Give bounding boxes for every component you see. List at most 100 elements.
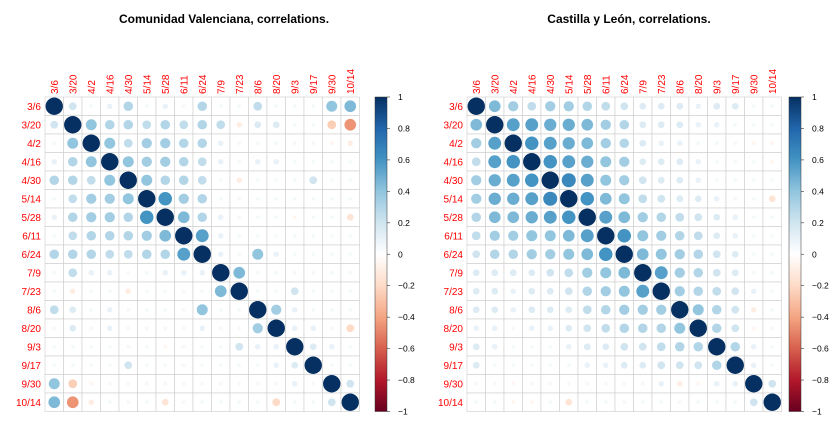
correlation-circle — [582, 286, 593, 297]
correlation-circle — [525, 136, 539, 150]
correlation-circle — [67, 137, 79, 149]
correlation-circle — [255, 196, 260, 201]
y-tick-label: 8/6 — [449, 305, 463, 316]
correlation-circle — [770, 215, 775, 220]
correlation-circle — [548, 381, 553, 386]
correlation-circle — [474, 381, 479, 386]
correlation-circle — [249, 301, 267, 319]
correlation-circle — [693, 249, 704, 260]
correlation-circle — [255, 159, 261, 165]
correlation-circle — [255, 270, 260, 275]
correlation-circle — [144, 270, 149, 275]
correlation-circle — [603, 362, 609, 368]
correlation-circle — [527, 101, 537, 111]
y-tick-label: 3/20 — [22, 120, 42, 131]
correlation-circle — [545, 249, 556, 260]
correlation-circle — [163, 344, 168, 349]
correlation-circle — [492, 381, 497, 386]
correlation-circle — [731, 102, 739, 110]
y-tick-label: 6/24 — [22, 250, 42, 261]
correlation-circle — [492, 400, 497, 405]
correlation-circle — [471, 157, 481, 167]
correlation-circle — [509, 269, 517, 277]
x-tick-label: 4/30 — [546, 74, 557, 94]
correlation-circle — [291, 361, 299, 369]
correlation-circle — [511, 400, 516, 405]
correlation-circle — [67, 212, 78, 223]
correlation-circle — [273, 251, 279, 257]
correlation-circle — [85, 156, 97, 168]
correlation-circle — [274, 270, 279, 275]
correlation-circle — [107, 381, 112, 386]
correlation-circle — [311, 122, 316, 127]
correlation-circle — [562, 210, 576, 224]
correlation-circle — [489, 230, 500, 241]
correlation-circle — [89, 307, 94, 312]
correlation-circle — [581, 137, 594, 150]
correlation-circle — [346, 213, 354, 221]
correlation-circle — [525, 192, 539, 206]
correlation-circle — [88, 399, 94, 405]
correlation-circle — [581, 118, 594, 131]
correlation-circle — [163, 363, 168, 368]
correlation-circle — [695, 103, 701, 109]
correlation-circle — [507, 211, 520, 224]
correlation-circle — [107, 289, 112, 294]
x-tick-label: 4/2 — [87, 80, 98, 94]
correlation-circle — [508, 230, 519, 241]
correlation-circle — [637, 230, 649, 242]
correlation-circle — [474, 400, 479, 405]
colorbar: 1 0.8 0.6 0.4 0.2 0 −0.2 −0.4 −0.6 −0.8 −1 — [788, 92, 829, 417]
correlation-circle — [543, 210, 557, 224]
correlation-circle — [676, 121, 684, 129]
correlation-circle — [582, 305, 592, 315]
correlation-circle — [714, 178, 719, 183]
correlation-circle — [292, 325, 298, 331]
correlation-circle — [714, 141, 719, 146]
correlation-circle — [712, 268, 721, 277]
y-tick-label: 7/9 — [449, 268, 463, 279]
x-tick-label: 9/3 — [290, 80, 301, 94]
correlation-circle — [696, 141, 701, 146]
correlation-circle — [510, 288, 516, 294]
correlation-circle — [292, 104, 297, 109]
correlation-circle — [181, 363, 186, 368]
correlation-circle — [733, 400, 738, 405]
correlation-circle — [89, 289, 94, 294]
correlation-circle — [597, 227, 615, 245]
correlation-circle — [580, 192, 594, 206]
correlation-circle — [470, 118, 483, 131]
x-tick-label: 5/14 — [142, 74, 153, 94]
correlation-circle — [751, 270, 756, 275]
correlation-circle — [212, 264, 230, 282]
correlation-circle — [200, 381, 205, 386]
correlation-circle — [292, 196, 297, 201]
y-tick-label: 7/23 — [444, 287, 464, 298]
correlation-circle — [745, 375, 763, 393]
y-tick-label: 4/2 — [27, 139, 41, 150]
correlation-circle — [327, 120, 337, 130]
correlation-circle — [181, 381, 186, 386]
correlation-circle — [255, 233, 260, 238]
correlation-circle — [689, 319, 707, 337]
corrplot-comunidad-valenciana: Comunidad Valenciana, correlations. 3/6 3… — [16, 12, 415, 417]
correlation-circle — [472, 269, 480, 277]
correlation-circle — [200, 289, 205, 294]
colorbar-tick-label: 0 — [398, 249, 403, 259]
correlation-circle — [561, 173, 576, 188]
correlation-circle — [545, 101, 556, 112]
correlation-circle — [218, 251, 224, 257]
correlation-circle — [714, 400, 719, 405]
colorbar-tick-label: 0.8 — [398, 123, 410, 133]
correlation-circle — [107, 400, 112, 405]
correlation-circle — [199, 325, 205, 331]
correlation-circle — [329, 159, 334, 164]
correlation-circle — [329, 270, 334, 275]
correlation-circle — [599, 247, 613, 261]
correlation-circle — [601, 101, 611, 111]
correlation-circle — [156, 208, 174, 226]
correlation-circle — [218, 159, 224, 165]
correlation-circle — [163, 381, 168, 386]
correlation-circle — [619, 175, 630, 186]
correlation-circle — [123, 138, 133, 148]
